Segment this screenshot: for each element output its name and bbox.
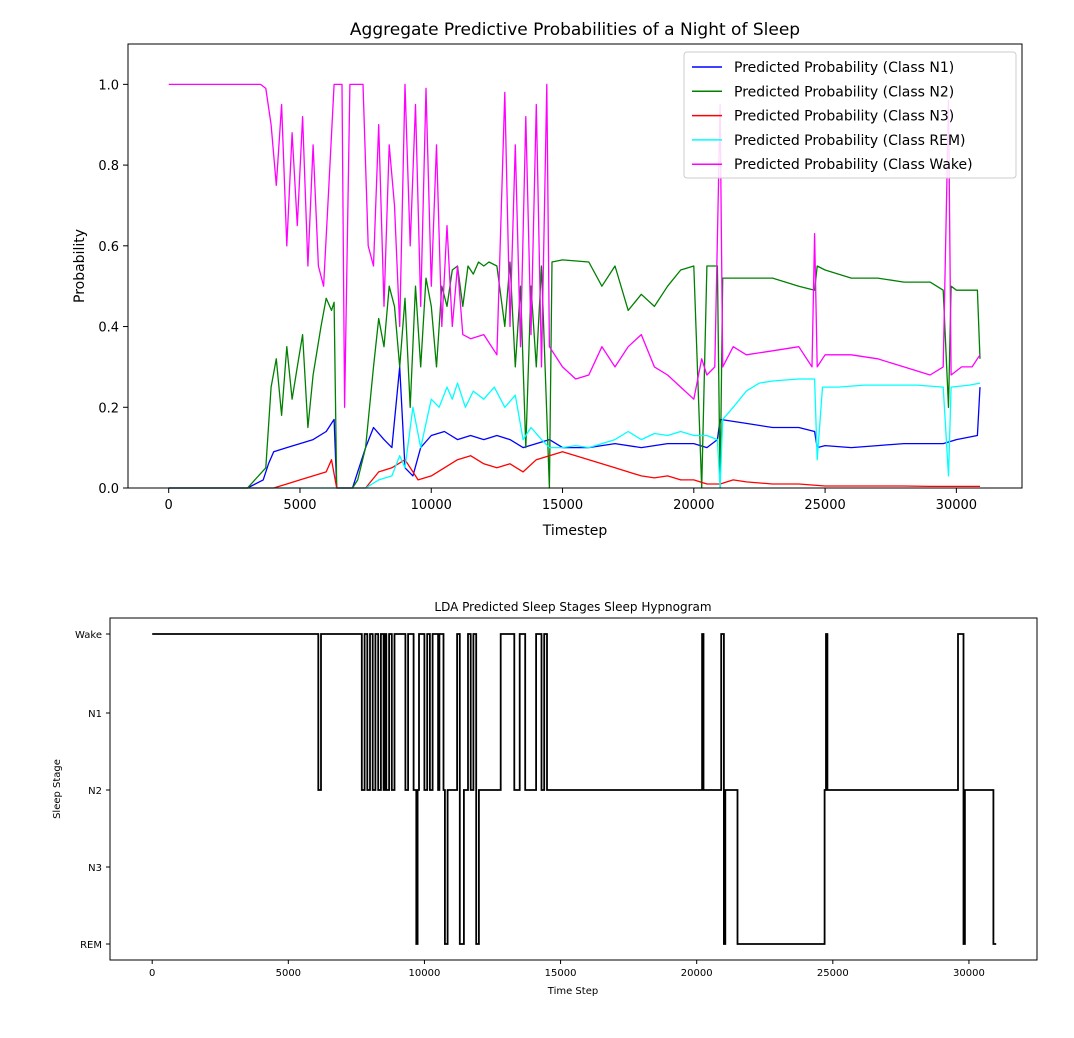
x-tick-label: 10000 xyxy=(409,968,441,979)
x-tick-label: 0 xyxy=(149,968,155,979)
y-tick-label: N2 xyxy=(88,786,102,797)
x-tick-label: 15000 xyxy=(545,968,577,979)
y-tick-label: N3 xyxy=(88,863,102,874)
series-line-1 xyxy=(168,366,981,489)
y-tick-label: 1.0 xyxy=(98,78,119,93)
y-tick-label: REM xyxy=(80,940,102,951)
x-tick-label: 25000 xyxy=(804,498,845,513)
series-line-3 xyxy=(168,451,980,489)
y-tick-label: N1 xyxy=(88,709,102,720)
chart1-x-ticks: 0 5000 10000 15000 20000 25000 30000 xyxy=(165,488,977,513)
x-tick-label: 20000 xyxy=(681,968,713,979)
x-tick-label: 5000 xyxy=(276,968,301,979)
y-tick-label: 0.0 xyxy=(98,482,119,497)
chart2-y-ticks: Wake N1 N2 N3 REM xyxy=(75,630,110,951)
probability-chart: Aggregate Predictive Probabilities of a … xyxy=(72,20,1023,539)
chart1-title: Aggregate Predictive Probabilities of a … xyxy=(350,20,800,40)
hypnogram-chart: LDA Predicted Sleep Stages Sleep Hypnogr… xyxy=(52,600,1038,997)
x-tick-label: 15000 xyxy=(542,498,583,513)
x-tick-label: 25000 xyxy=(817,968,849,979)
chart2-title: LDA Predicted Sleep Stages Sleep Hypnogr… xyxy=(434,600,711,614)
legend-entry: Predicted Probability (Class REM) xyxy=(734,133,966,149)
chart1-y-axis-label: Probability xyxy=(72,229,88,303)
x-tick-label: 20000 xyxy=(673,498,714,513)
legend-box xyxy=(683,51,1017,179)
chart2-step-line xyxy=(152,633,997,945)
legend-entry: Predicted Probability (Class Wake) xyxy=(734,157,973,173)
x-tick-label: 0 xyxy=(165,498,173,513)
series-line-4 xyxy=(168,378,981,489)
chart2-x-axis-label: Time Step xyxy=(547,986,598,997)
legend-entry: Predicted Probability (Class N2) xyxy=(734,84,954,100)
chart1-x-axis-label: Timestep xyxy=(542,523,608,539)
legend-entry: Predicted Probability (Class N3) xyxy=(734,109,954,125)
y-tick-label: 0.4 xyxy=(98,321,119,336)
x-tick-label: 30000 xyxy=(953,968,985,979)
chart1-legend: Predicted Probability (Class N1) Predicte… xyxy=(683,51,1017,179)
chart2-plot-frame xyxy=(109,617,1038,961)
legend-entry: Predicted Probability (Class N1) xyxy=(734,60,954,76)
chart1-plot-frame xyxy=(127,43,1023,489)
x-tick-label: 10000 xyxy=(411,498,452,513)
hypnogram-step-line xyxy=(152,633,997,945)
series-line-2 xyxy=(168,259,981,489)
x-tick-label: 5000 xyxy=(283,498,316,513)
y-tick-label: 0.8 xyxy=(98,159,119,174)
chart2-y-axis-label: Sleep Stage xyxy=(52,759,63,819)
y-tick-label: 0.2 xyxy=(98,401,119,416)
chart2-x-ticks: 0 5000 10000 15000 20000 25000 30000 xyxy=(149,960,985,979)
x-tick-label: 30000 xyxy=(936,498,977,513)
series-line-5 xyxy=(168,83,981,408)
chart1-y-ticks: 0.0 0.2 0.4 0.6 0.8 1.0 xyxy=(98,78,128,497)
y-tick-label: Wake xyxy=(75,630,102,641)
y-tick-label: 0.6 xyxy=(98,240,119,255)
